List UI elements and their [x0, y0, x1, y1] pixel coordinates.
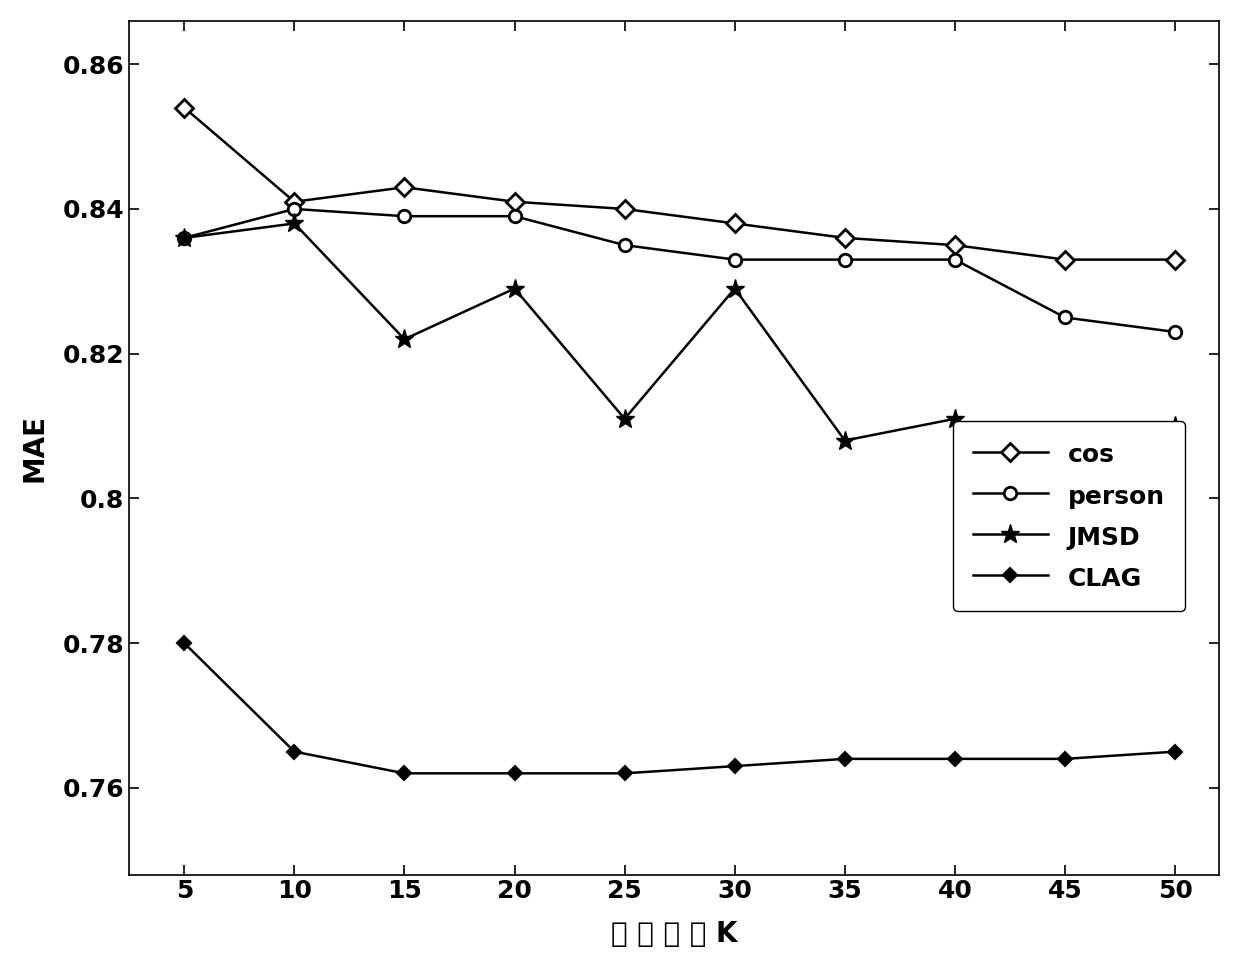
JMSD: [1058, 471, 1073, 483]
person: [507, 210, 522, 222]
JMSD: [837, 435, 852, 447]
JMSD: [1168, 421, 1183, 432]
person: [286, 203, 301, 215]
CLAG: [286, 746, 301, 758]
CLAG: [507, 767, 522, 779]
JMSD: [728, 283, 743, 295]
cos: [618, 203, 632, 215]
X-axis label: 邻 居 数 目 K: 邻 居 数 目 K: [611, 921, 738, 949]
JMSD: [947, 413, 962, 424]
CLAG: [397, 767, 412, 779]
CLAG: [1058, 753, 1073, 765]
CLAG: [618, 767, 632, 779]
Line: JMSD: JMSD: [175, 214, 1185, 486]
CLAG: [947, 753, 962, 765]
CLAG: [837, 753, 852, 765]
JMSD: [286, 218, 301, 230]
person: [837, 254, 852, 266]
person: [618, 239, 632, 251]
Line: cos: cos: [179, 102, 1182, 266]
CLAG: [177, 638, 192, 649]
cos: [1168, 254, 1183, 266]
person: [728, 254, 743, 266]
cos: [728, 218, 743, 230]
person: [1058, 312, 1073, 324]
person: [177, 233, 192, 244]
Y-axis label: MAE: MAE: [21, 414, 48, 482]
CLAG: [728, 761, 743, 772]
cos: [837, 233, 852, 244]
cos: [286, 196, 301, 207]
person: [397, 210, 412, 222]
cos: [947, 239, 962, 251]
CLAG: [1168, 746, 1183, 758]
Line: person: person: [179, 203, 1182, 338]
Line: CLAG: CLAG: [180, 639, 1180, 778]
person: [1168, 327, 1183, 338]
JMSD: [618, 413, 632, 424]
cos: [507, 196, 522, 207]
person: [947, 254, 962, 266]
Legend: cos, person, JMSD, CLAG: cos, person, JMSD, CLAG: [952, 422, 1185, 611]
JMSD: [177, 233, 192, 244]
JMSD: [397, 333, 412, 345]
cos: [177, 102, 192, 113]
cos: [1058, 254, 1073, 266]
JMSD: [507, 283, 522, 295]
cos: [397, 181, 412, 193]
